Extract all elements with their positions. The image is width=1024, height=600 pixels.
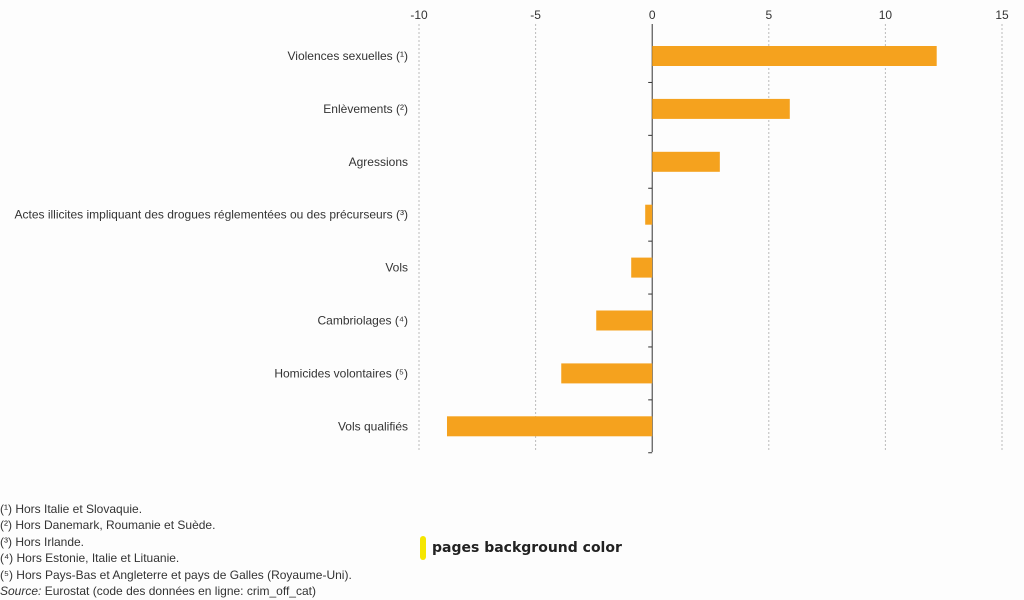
category-label: Agressions xyxy=(349,155,408,169)
source-note: Source: Eurostat (code des données en li… xyxy=(0,584,316,598)
highlight-marker xyxy=(420,536,426,560)
category-label: Enlèvements (²) xyxy=(323,102,408,116)
footnote-5: (⁵) Hors Pays-Bas et Angleterre et pays … xyxy=(0,568,352,582)
bar xyxy=(596,310,653,331)
x-tick-label: -5 xyxy=(530,8,541,22)
category-label: Actes illicites impliquant des drogues r… xyxy=(14,208,408,222)
bar xyxy=(652,151,720,172)
category-label: Homicides volontaires (⁵) xyxy=(274,366,408,380)
source-text: Eurostat (code des données en ligne: cri… xyxy=(41,584,316,598)
x-tick-label: -10 xyxy=(410,8,428,22)
bar xyxy=(631,257,653,278)
footnote-4: (⁴) Hors Estonie, Italie et Lituanie. xyxy=(0,551,180,565)
x-tick-label: 15 xyxy=(995,8,1009,22)
category-label: Cambriolages (⁴) xyxy=(317,314,408,328)
x-tick-label: 5 xyxy=(765,8,772,22)
overlay-annotation: pages background color xyxy=(432,540,622,556)
bar xyxy=(652,46,937,66)
bar xyxy=(446,416,653,437)
source-label: Source: xyxy=(0,584,42,598)
category-label: Violences sexuelles (¹) xyxy=(288,49,409,63)
bar xyxy=(652,98,790,119)
x-tick-label: 10 xyxy=(879,8,893,22)
bar xyxy=(645,204,653,225)
footnote-1: (¹) Hors Italie et Slovaquie. xyxy=(0,502,143,516)
category-label: Vols qualifiés xyxy=(338,419,408,433)
footnote-2: (²) Hors Danemark, Roumanie et Suède. xyxy=(0,518,216,532)
bar xyxy=(561,363,653,384)
category-label: Vols xyxy=(385,261,408,275)
x-tick-label: 0 xyxy=(649,8,656,22)
bar-chart: -10 -5 0 5 10 15 Violences sexuelles (¹) Enlève… xyxy=(14,8,1009,454)
footnote-3: (³) Hors Irlande. xyxy=(0,535,85,549)
